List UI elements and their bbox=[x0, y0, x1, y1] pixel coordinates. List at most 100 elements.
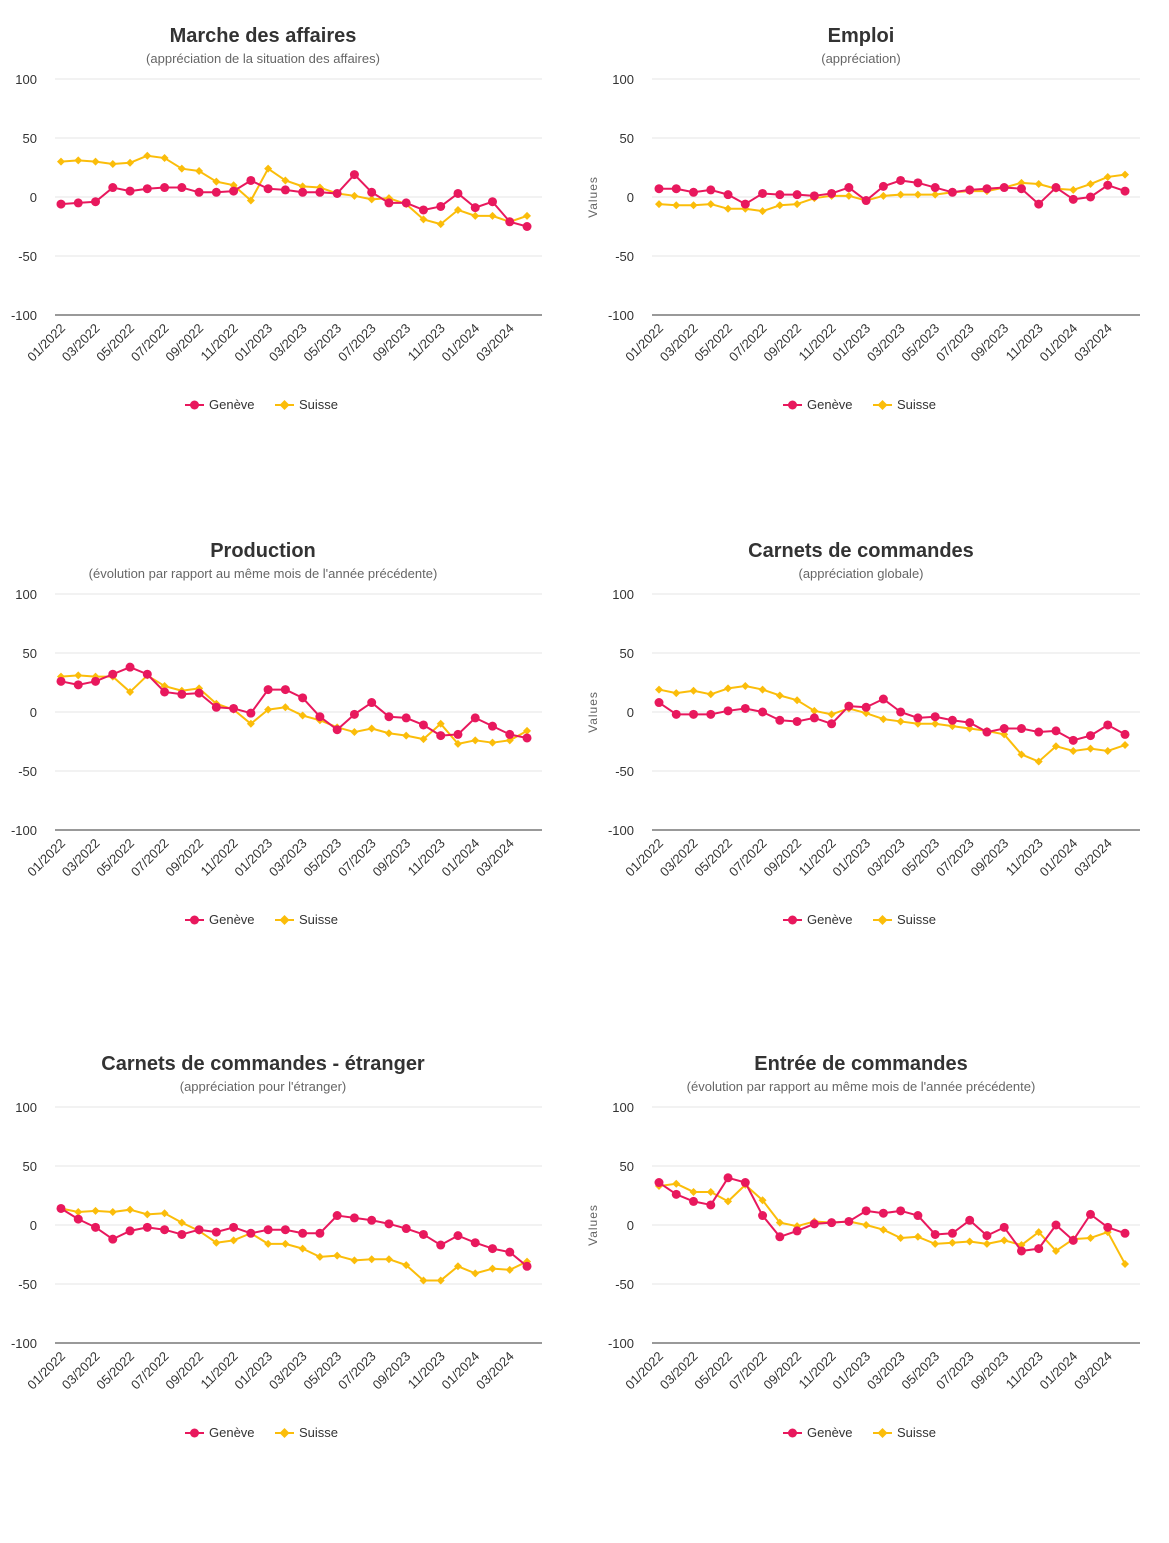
point-geneve[interactable] bbox=[723, 1173, 733, 1183]
point-geneve[interactable] bbox=[947, 715, 957, 725]
point-suisse[interactable] bbox=[246, 196, 255, 205]
point-geneve[interactable] bbox=[522, 222, 532, 231]
point-suisse[interactable] bbox=[195, 684, 204, 693]
point-geneve[interactable] bbox=[349, 1213, 359, 1223]
point-suisse[interactable] bbox=[246, 719, 255, 728]
point-suisse[interactable] bbox=[126, 687, 135, 696]
legend-item-suisse[interactable]: Suisse bbox=[873, 912, 936, 927]
point-geneve[interactable] bbox=[160, 687, 170, 697]
point-suisse[interactable] bbox=[775, 691, 784, 700]
point-suisse[interactable] bbox=[523, 726, 532, 735]
point-geneve[interactable] bbox=[654, 1178, 664, 1188]
point-geneve[interactable] bbox=[125, 662, 135, 672]
point-suisse[interactable] bbox=[896, 190, 905, 199]
point-geneve[interactable] bbox=[740, 199, 750, 209]
legend-item-geneve[interactable]: Genève bbox=[185, 397, 255, 412]
point-suisse[interactable] bbox=[126, 158, 135, 167]
point-geneve[interactable] bbox=[384, 1219, 394, 1229]
point-geneve[interactable] bbox=[1086, 731, 1095, 741]
point-geneve[interactable] bbox=[1068, 194, 1078, 204]
point-geneve[interactable] bbox=[827, 719, 837, 729]
point-geneve[interactable] bbox=[211, 702, 221, 712]
point-geneve[interactable] bbox=[792, 1226, 802, 1236]
point-suisse[interactable] bbox=[453, 739, 462, 748]
point-geneve[interactable] bbox=[177, 183, 187, 193]
point-suisse[interactable] bbox=[160, 154, 169, 163]
point-geneve[interactable] bbox=[654, 184, 664, 194]
point-suisse[interactable] bbox=[143, 1210, 152, 1219]
point-suisse[interactable] bbox=[57, 157, 65, 166]
point-geneve[interactable] bbox=[505, 729, 515, 739]
point-geneve[interactable] bbox=[194, 187, 204, 197]
point-geneve[interactable] bbox=[1120, 1228, 1130, 1238]
point-suisse[interactable] bbox=[523, 211, 532, 220]
point-geneve[interactable] bbox=[470, 203, 480, 213]
point-geneve[interactable] bbox=[999, 724, 1009, 734]
point-geneve[interactable] bbox=[1103, 180, 1113, 190]
point-suisse[interactable] bbox=[402, 1261, 411, 1270]
point-geneve[interactable] bbox=[263, 1225, 273, 1235]
point-suisse[interactable] bbox=[160, 1209, 169, 1218]
point-suisse[interactable] bbox=[1086, 180, 1095, 189]
point-suisse[interactable] bbox=[195, 167, 204, 176]
point-geneve[interactable] bbox=[878, 694, 888, 704]
point-geneve[interactable] bbox=[436, 1240, 446, 1250]
point-geneve[interactable] bbox=[280, 1225, 290, 1235]
point-geneve[interactable] bbox=[91, 197, 101, 207]
point-geneve[interactable] bbox=[315, 712, 325, 722]
point-geneve[interactable] bbox=[488, 1244, 497, 1254]
point-suisse[interactable] bbox=[758, 1196, 767, 1205]
point-suisse[interactable] bbox=[91, 157, 100, 166]
point-suisse[interactable] bbox=[315, 1252, 324, 1261]
point-geneve[interactable] bbox=[522, 733, 532, 743]
point-suisse[interactable] bbox=[793, 200, 802, 209]
legend-item-geneve[interactable]: Genève bbox=[783, 912, 853, 927]
point-suisse[interactable] bbox=[298, 1244, 307, 1253]
point-geneve[interactable] bbox=[229, 703, 239, 713]
point-geneve[interactable] bbox=[965, 185, 975, 195]
point-suisse[interactable] bbox=[655, 685, 663, 694]
point-suisse[interactable] bbox=[1103, 746, 1112, 755]
point-suisse[interactable] bbox=[775, 1218, 784, 1227]
point-suisse[interactable] bbox=[948, 1238, 957, 1247]
point-geneve[interactable] bbox=[947, 1228, 957, 1238]
point-geneve[interactable] bbox=[194, 688, 204, 698]
point-geneve[interactable] bbox=[999, 183, 1009, 193]
point-suisse[interactable] bbox=[488, 1264, 497, 1273]
point-geneve[interactable] bbox=[315, 187, 325, 197]
point-suisse[interactable] bbox=[488, 211, 497, 220]
point-suisse[interactable] bbox=[689, 1187, 698, 1196]
point-geneve[interactable] bbox=[349, 709, 359, 719]
point-geneve[interactable] bbox=[1120, 186, 1130, 196]
point-suisse[interactable] bbox=[862, 1221, 871, 1229]
point-geneve[interactable] bbox=[332, 1211, 342, 1221]
point-geneve[interactable] bbox=[470, 713, 480, 723]
point-suisse[interactable] bbox=[264, 705, 273, 714]
point-geneve[interactable] bbox=[229, 186, 239, 196]
point-suisse[interactable] bbox=[1034, 1228, 1043, 1237]
point-suisse[interactable] bbox=[177, 1218, 186, 1227]
legend-item-geneve[interactable]: Genève bbox=[783, 397, 853, 412]
point-suisse[interactable] bbox=[827, 710, 836, 719]
point-geneve[interactable] bbox=[73, 198, 83, 208]
point-geneve[interactable] bbox=[332, 725, 342, 735]
point-geneve[interactable] bbox=[142, 669, 152, 679]
point-geneve[interactable] bbox=[775, 1232, 785, 1242]
point-suisse[interactable] bbox=[419, 1276, 428, 1285]
point-geneve[interactable] bbox=[418, 205, 428, 215]
point-suisse[interactable] bbox=[896, 717, 905, 726]
point-suisse[interactable] bbox=[758, 685, 767, 694]
legend-item-suisse[interactable]: Suisse bbox=[275, 912, 338, 927]
point-suisse[interactable] bbox=[965, 1237, 974, 1246]
point-geneve[interactable] bbox=[878, 1208, 888, 1218]
point-geneve[interactable] bbox=[999, 1222, 1009, 1232]
point-suisse[interactable] bbox=[672, 689, 681, 698]
point-geneve[interactable] bbox=[1051, 1220, 1061, 1230]
point-geneve[interactable] bbox=[453, 729, 463, 739]
point-suisse[interactable] bbox=[913, 190, 922, 199]
point-suisse[interactable] bbox=[982, 1239, 991, 1248]
point-suisse[interactable] bbox=[1017, 750, 1026, 759]
point-suisse[interactable] bbox=[402, 731, 411, 740]
point-geneve[interactable] bbox=[91, 1222, 101, 1232]
point-geneve[interactable] bbox=[758, 1211, 768, 1221]
